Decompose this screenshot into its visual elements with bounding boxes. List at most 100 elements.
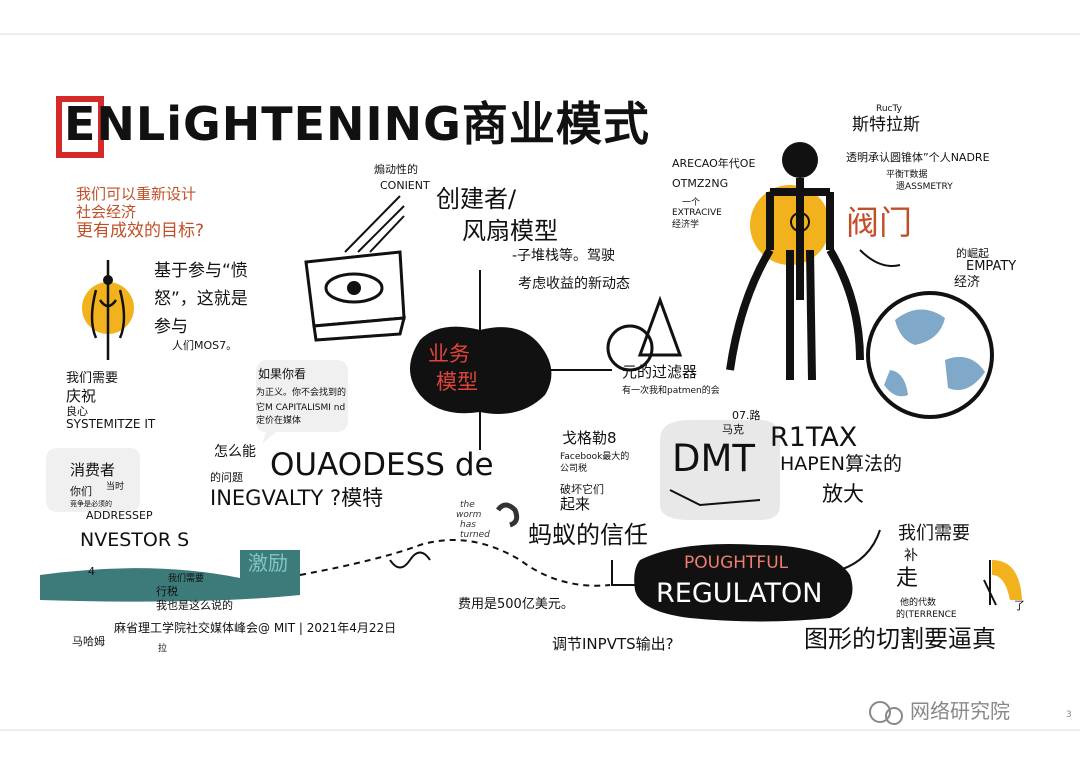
creator-line-1: 创建者/ [436,185,517,213]
goffman-text: 戈格勒8 [562,429,617,447]
empathy-line-2: 经济 [954,275,981,290]
dmt-text: DMT [672,437,756,480]
extractive-1: 一个 [682,198,701,208]
question-of-text: 的问题 [210,471,243,484]
handwritten-4: turned [460,530,490,540]
conference-text: 麻省理工学院社交媒体峰会@ MIT | 2021年4月22日 [114,621,397,635]
participation-line-3: 参与 [154,317,188,337]
la-text: 拉 [158,644,168,654]
empathy-line-1: EMPATY [966,259,1017,274]
how-can-text: 怎么能 [214,444,256,460]
incentive-banner [40,565,300,602]
tiny-note: 竞争是必须的 [70,500,112,508]
need-tax-line-1: 我们需要 [168,574,205,584]
transparent-text: 透明承认圆锥体”个人NADRE [846,151,990,164]
fb-tax-2: 公司税 [560,464,588,474]
participation-line-2: 怒”，这就是 [154,289,248,309]
question-line-3: 更有成效的目标? [76,221,205,241]
road-text: 07.路 [732,409,761,422]
wechat-icon [869,701,903,725]
question-line-2: 社会经济 [76,203,137,221]
regulation-text: REGULATON [656,578,823,609]
adjust-text: 调节INPVTS输出? [552,635,674,653]
handwritten-1: the [460,500,475,510]
consumer-text: 消费者 [70,461,116,479]
small-figure-icon [983,560,1022,606]
inflame-line-2: CONIENT [380,179,430,192]
thoughtful-text: POUGHTFUL [684,553,789,573]
addressep-text: ADDRESSEP [86,509,153,522]
hapen-text: HAPEN算法的 [780,453,902,475]
handwritten-2: worm [456,510,482,520]
question-line-1: 我们可以重新设计 [76,185,197,203]
business-line-2: 模型 [436,370,478,394]
cost-text: 费用是500亿美元。 [458,597,574,612]
creator-line-2: 风扇模型 [462,217,558,245]
asymmetry-text: 遗ASSMETRY [896,182,953,192]
wavy-dashed-line [299,539,611,587]
worm-icon [495,502,520,528]
extractive-2: EXTRACIVE [672,208,722,218]
agent-line-1: 他的代数 [900,598,937,608]
conscience-text: 良心 [66,405,88,418]
ant-trust-text: 蚂蚁的信任 [528,521,648,549]
filter-text: 元的过滤器 [622,363,698,381]
business-line-1: 业务 [428,342,470,366]
stratus-text: 斯特拉斯 [852,115,920,135]
le-text: 了 [1014,599,1025,612]
stick-figure-icon [726,142,864,381]
arecao-line-1: ARECAO年代OE [672,157,756,170]
up-text: 起来 [560,495,591,513]
flat-text: 平衡T数据 [886,170,928,180]
systemize-text: SYSTEMITZE IT [66,417,156,431]
walk-text: 走 [896,566,919,591]
amplify-text: 放大 [822,482,864,506]
valve-text: 阀门 [846,203,912,242]
celebrate-line-1: 我们需要 [66,371,119,386]
incentive-text: 激励 [248,551,288,575]
regulation-blob [634,544,853,622]
graphic-text: 图形的切割要逼真 [804,625,996,653]
four-text: 4 [88,565,95,578]
we-said-text: 我也是这么说的 [156,599,233,612]
handwritten-3: has [460,520,476,530]
if-you-sub-3: 定价在媒体 [256,416,302,426]
r1tax-text: R1TAX [770,422,858,453]
agent-line-2: 的(TERRENCE [896,610,957,620]
inflame-line-1: 煽动性的 [374,163,418,176]
speech-bubble-left [256,360,348,444]
business-model-blob [410,326,552,414]
mahamu-text: 马哈姆 [72,635,105,648]
celebrate-line-2: 庆祝 [66,387,97,405]
marker-text: 马克 [722,423,744,436]
participation-line-1: 基于参与“愤 [154,261,248,281]
watermark-text: 网络研究院 [910,699,1010,723]
filter-sub: 有一次我和patmen的会 [622,386,720,396]
if-you-sub-1: 为正义。你不会找到的 [256,388,347,398]
left-figure-icon [82,260,134,360]
fb-tax-1: Facebook最大的 [560,452,630,462]
inequality-text: INEGVALTY ?模特 [210,486,384,510]
you-text: 你们 [70,485,92,498]
ouaodess-text: OUAODESS de [270,447,494,483]
participation-sub: 人们MOS7。 [172,339,238,352]
title-accent-inner [62,102,98,152]
supplement-text: 补 [904,548,918,564]
page-number: 3 [1066,710,1072,720]
broken-text: 破坏它们 [560,483,604,496]
if-you-sub-2: 它M CAPITALISMI nd [256,403,346,413]
need-tax-line-2: 行税 [156,585,178,598]
speech-bubble-consumer [46,448,140,512]
filter-shape-icon [606,295,683,372]
page-title: ENLiGHTENING商业模式 [64,97,650,151]
extractive-3: 经济学 [672,220,700,230]
rise-text: 的崛起 [956,247,989,260]
substack-line-2: 考虑收益的新动态 [518,276,630,292]
if-you-text: 如果你看 [258,367,307,381]
dmt-bubble [660,420,780,520]
substack-line-1: -子堆栈等。驾驶 [512,248,616,264]
we-need-text: 我们需要 [898,523,970,544]
globe-icon [866,291,994,419]
ructy-text: RucTy [876,104,902,114]
investors-text: NVESTOR S [80,529,190,551]
